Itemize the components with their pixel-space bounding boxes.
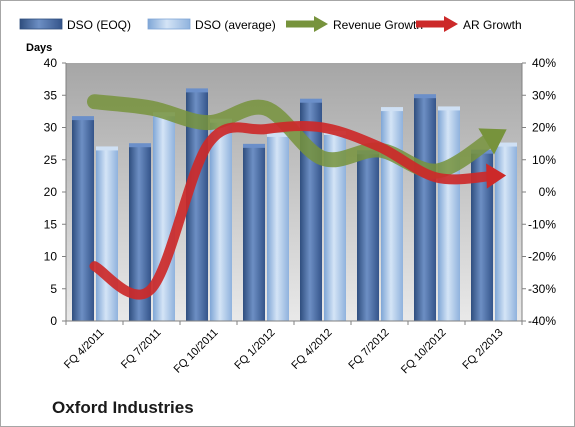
bar-dso-eoq [72, 119, 94, 322]
x-tick-label: FQ 2/2013 [460, 327, 505, 372]
x-tick-label: FQ 10/2011 [172, 327, 221, 376]
bar-dso-average [96, 149, 118, 321]
bar-dso-average [495, 145, 517, 321]
x-tick-label: FQ 4/2011 [62, 327, 107, 372]
y-tick-label-right: 20% [532, 121, 556, 135]
x-tick-label: FQ 10/2012 [399, 327, 449, 377]
ar-growth-line [89, 121, 499, 300]
x-tick-label: FQ 7/2011 [119, 327, 164, 372]
y-tick-label-left: 40 [44, 56, 58, 70]
y-tick-label-left: 20 [44, 185, 58, 199]
legend-label-dso-eoq: DSO (EOQ) [67, 18, 131, 32]
y-tick-label-right: -20% [528, 250, 556, 264]
bar-top-dso-average [381, 107, 403, 112]
ar-growth-arrowhead [486, 163, 507, 189]
legend-label-ar-growth: AR Growth [463, 18, 522, 32]
x-tick-label: FQ 4/2012 [289, 327, 334, 372]
revenue-growth-arrowhead [478, 128, 507, 155]
y-tick-label-left: 5 [50, 282, 57, 296]
bar-top-dso-eoq [414, 94, 436, 99]
x-tick-label: FQ 7/2012 [346, 327, 391, 372]
y-tick-label-right: -40% [528, 314, 556, 328]
y-tick-label-right: -30% [528, 282, 556, 296]
y-tick-label-left: 10 [44, 250, 58, 264]
y-tick-label-left: 25 [44, 153, 58, 167]
company-name: Oxford Industries [52, 398, 194, 417]
y-tick-label-left: 30 [44, 121, 58, 135]
y-tick-label-right: 40% [532, 56, 556, 70]
y-tick-label-right: -10% [528, 217, 556, 231]
bar-top-dso-average [267, 132, 289, 137]
legend-swatch-dso-average [147, 18, 191, 30]
y-tick-label-right: 30% [532, 88, 556, 102]
bar-dso-average [324, 133, 346, 321]
x-tick-label: FQ 1/2012 [232, 327, 277, 372]
bar-dso-eoq [129, 146, 151, 321]
bar-top-dso-eoq [72, 116, 94, 121]
legend-arrow-ar-growth [444, 16, 458, 32]
legend-label-dso-average: DSO (average) [195, 18, 276, 32]
bar-dso-eoq [243, 146, 265, 321]
bar-dso-average [438, 109, 460, 321]
y-tick-label-left: 35 [44, 88, 58, 102]
bar-top-dso-eoq [243, 143, 265, 148]
bar-top-dso-average [96, 146, 118, 151]
bar-dso-average [210, 121, 232, 321]
y-tick-label-left: 0 [50, 314, 57, 328]
legend-swatch-dso-eoq [19, 18, 63, 30]
bar-top-dso-eoq [129, 143, 151, 148]
legend-arrow-revenue-growth [314, 16, 328, 32]
bar-dso-average [381, 110, 403, 322]
bar-dso-eoq [471, 152, 493, 321]
y-tick-label-right: 0% [539, 185, 557, 199]
legend-label-revenue-growth: Revenue Growth [333, 18, 423, 32]
bar-top-dso-average [495, 142, 517, 147]
y-tick-label-left: 15 [44, 217, 58, 231]
y-tick-label-right: 10% [532, 153, 556, 167]
y-axis-title: Days [26, 42, 52, 54]
bar-dso-eoq [357, 153, 379, 321]
bar-top-dso-average [438, 106, 460, 111]
bar-top-dso-eoq [186, 88, 208, 93]
bar-dso-average [267, 135, 289, 321]
legend: DSO (EOQ) DSO (average) Revenue Growth AR G… [19, 16, 522, 32]
bar-dso-eoq [414, 97, 436, 321]
bar-top-dso-eoq [300, 98, 322, 103]
growth-lines [87, 94, 507, 300]
